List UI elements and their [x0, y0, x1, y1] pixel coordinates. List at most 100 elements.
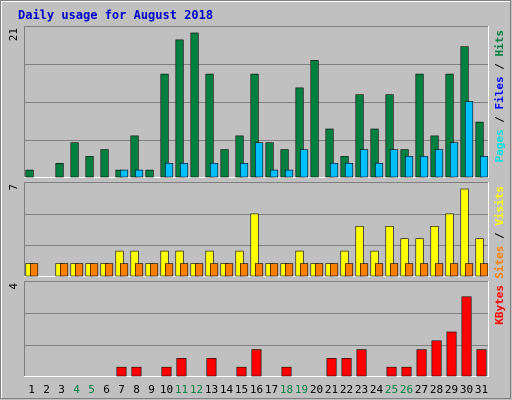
x-tick-label: 25 — [385, 383, 398, 396]
bar-sites-day-3 — [59, 263, 69, 277]
bar-visits-day-26 — [400, 238, 409, 277]
bar-kbytes-day-30 — [461, 296, 472, 377]
bar-hits-day-3 — [55, 163, 64, 178]
x-tick-label: 18 — [280, 383, 293, 396]
bar-hits-day-18 — [280, 149, 289, 178]
legend-entry: KBytes — [493, 285, 506, 325]
bar-files-day-30 — [464, 101, 474, 178]
x-axis-day-labels: 1 2 3 4 5 6 7 8 9 10 11 12 13 14 15 16 17 18 19 20 21 22 23 24 2… — [28, 383, 488, 396]
bar-hits-day-14 — [220, 149, 229, 178]
bar-sites-day-12 — [195, 263, 204, 277]
bar-kbytes-day-15 — [236, 366, 247, 377]
y-max-label: 21 — [7, 28, 20, 41]
bar-sites-day-20 — [314, 263, 324, 277]
bar-sites-day-16 — [255, 263, 264, 277]
x-tick-label: 23 — [355, 383, 368, 396]
bar-kbytes-day-13 — [206, 358, 217, 377]
bar-sites-day-13 — [210, 263, 219, 277]
bar-files-day-26 — [404, 156, 414, 178]
x-tick-label: 6 — [103, 383, 110, 396]
x-tick-label: 20 — [310, 383, 323, 396]
x-tick-label: 31 — [475, 383, 488, 396]
bar-hits-day-31 — [475, 121, 484, 178]
bar-hits-day-24 — [370, 128, 379, 178]
bar-kbytes-day-25 — [386, 366, 397, 377]
bar-sites-day-27 — [419, 263, 429, 277]
bar-files-day-7 — [120, 169, 129, 178]
bar-files-day-21 — [329, 163, 339, 178]
x-tick-label: 22 — [340, 383, 353, 396]
bar-visits-day-28 — [430, 226, 439, 277]
bar-files-day-25 — [389, 149, 399, 178]
bar-sites-day-1 — [29, 263, 39, 277]
bar-sites-day-26 — [404, 263, 414, 277]
y-max-label: 4 — [7, 283, 20, 290]
x-tick-label: 9 — [148, 383, 155, 396]
bar-hits-day-5 — [85, 156, 94, 178]
bar-files-day-19 — [299, 149, 309, 178]
bar-hits-day-12 — [190, 32, 199, 178]
legend-entry: Files — [493, 76, 506, 109]
bar-hits-day-15 — [235, 135, 244, 178]
bar-files-day-24 — [374, 163, 384, 178]
bar-kbytes-day-7 — [116, 366, 127, 377]
y-max-label: 7 — [7, 184, 20, 191]
x-tick-label: 2 — [43, 383, 50, 396]
bar-hits-day-21 — [325, 128, 334, 178]
x-tick-label: 15 — [235, 383, 248, 396]
bar-hits-day-1 — [25, 169, 34, 178]
bar-files-day-17 — [269, 169, 279, 178]
chart-title: Daily usage for August 2018 — [18, 8, 213, 22]
x-tick-label: 24 — [370, 383, 384, 396]
bar-sites-day-5 — [90, 263, 99, 277]
x-tick-label: 13 — [205, 383, 218, 396]
bar-hits-day-10 — [160, 73, 169, 178]
bar-visits-day-27 — [415, 238, 424, 277]
bar-files-day-18 — [284, 169, 294, 178]
bar-sites-day-25 — [389, 263, 399, 277]
bar-kbytes-day-22 — [341, 358, 352, 377]
legend-entry: / — [493, 110, 506, 130]
bar-sites-day-6 — [105, 263, 114, 277]
x-tick-label: 7 — [118, 383, 125, 396]
bar-sites-day-18 — [284, 263, 294, 277]
bar-files-day-8 — [135, 169, 144, 178]
bar-sites-day-29 — [449, 263, 459, 277]
bar-kbytes-day-11 — [176, 358, 187, 377]
bar-sites-day-11 — [180, 263, 189, 277]
bar-hits-day-25 — [385, 94, 394, 178]
bar-hits-day-11 — [175, 39, 184, 178]
bar-sites-day-15 — [240, 263, 249, 277]
legend-entry: Hits — [493, 30, 506, 57]
legend-entry: Visits — [493, 186, 506, 226]
legend-entry: Sites — [493, 246, 506, 279]
bar-sites-day-4 — [75, 263, 84, 277]
bar-sites-day-14 — [225, 263, 234, 277]
bar-files-day-28 — [434, 149, 444, 178]
bar-hits-day-9 — [145, 169, 154, 178]
x-tick-label: 19 — [295, 383, 308, 396]
bar-files-day-23 — [359, 149, 369, 178]
x-tick-label: 14 — [220, 383, 234, 396]
bar-files-day-10 — [165, 163, 174, 178]
bar-sites-day-17 — [269, 263, 279, 277]
bar-sites-day-28 — [434, 263, 444, 277]
bar-sites-day-22 — [344, 263, 354, 277]
bar-files-day-13 — [210, 163, 219, 178]
x-tick-label: 26 — [400, 383, 413, 396]
bar-files-day-16 — [255, 142, 264, 178]
bar-visits-day-25 — [385, 226, 394, 277]
x-tick-label: 12 — [190, 383, 203, 396]
panel-legend: KBytes — [493, 285, 506, 325]
legend-entry: Pages — [493, 129, 506, 162]
bar-files-day-27 — [419, 156, 429, 178]
x-tick-label: 17 — [265, 383, 278, 396]
bar-files-day-22 — [344, 163, 354, 178]
bar-files-day-15 — [240, 163, 249, 178]
bar-kbytes-day-26 — [401, 366, 412, 377]
bar-kbytes-day-28 — [431, 340, 442, 377]
x-tick-label: 5 — [88, 383, 95, 396]
legend-entry: / — [493, 57, 506, 77]
x-tick-label: 28 — [430, 383, 443, 396]
